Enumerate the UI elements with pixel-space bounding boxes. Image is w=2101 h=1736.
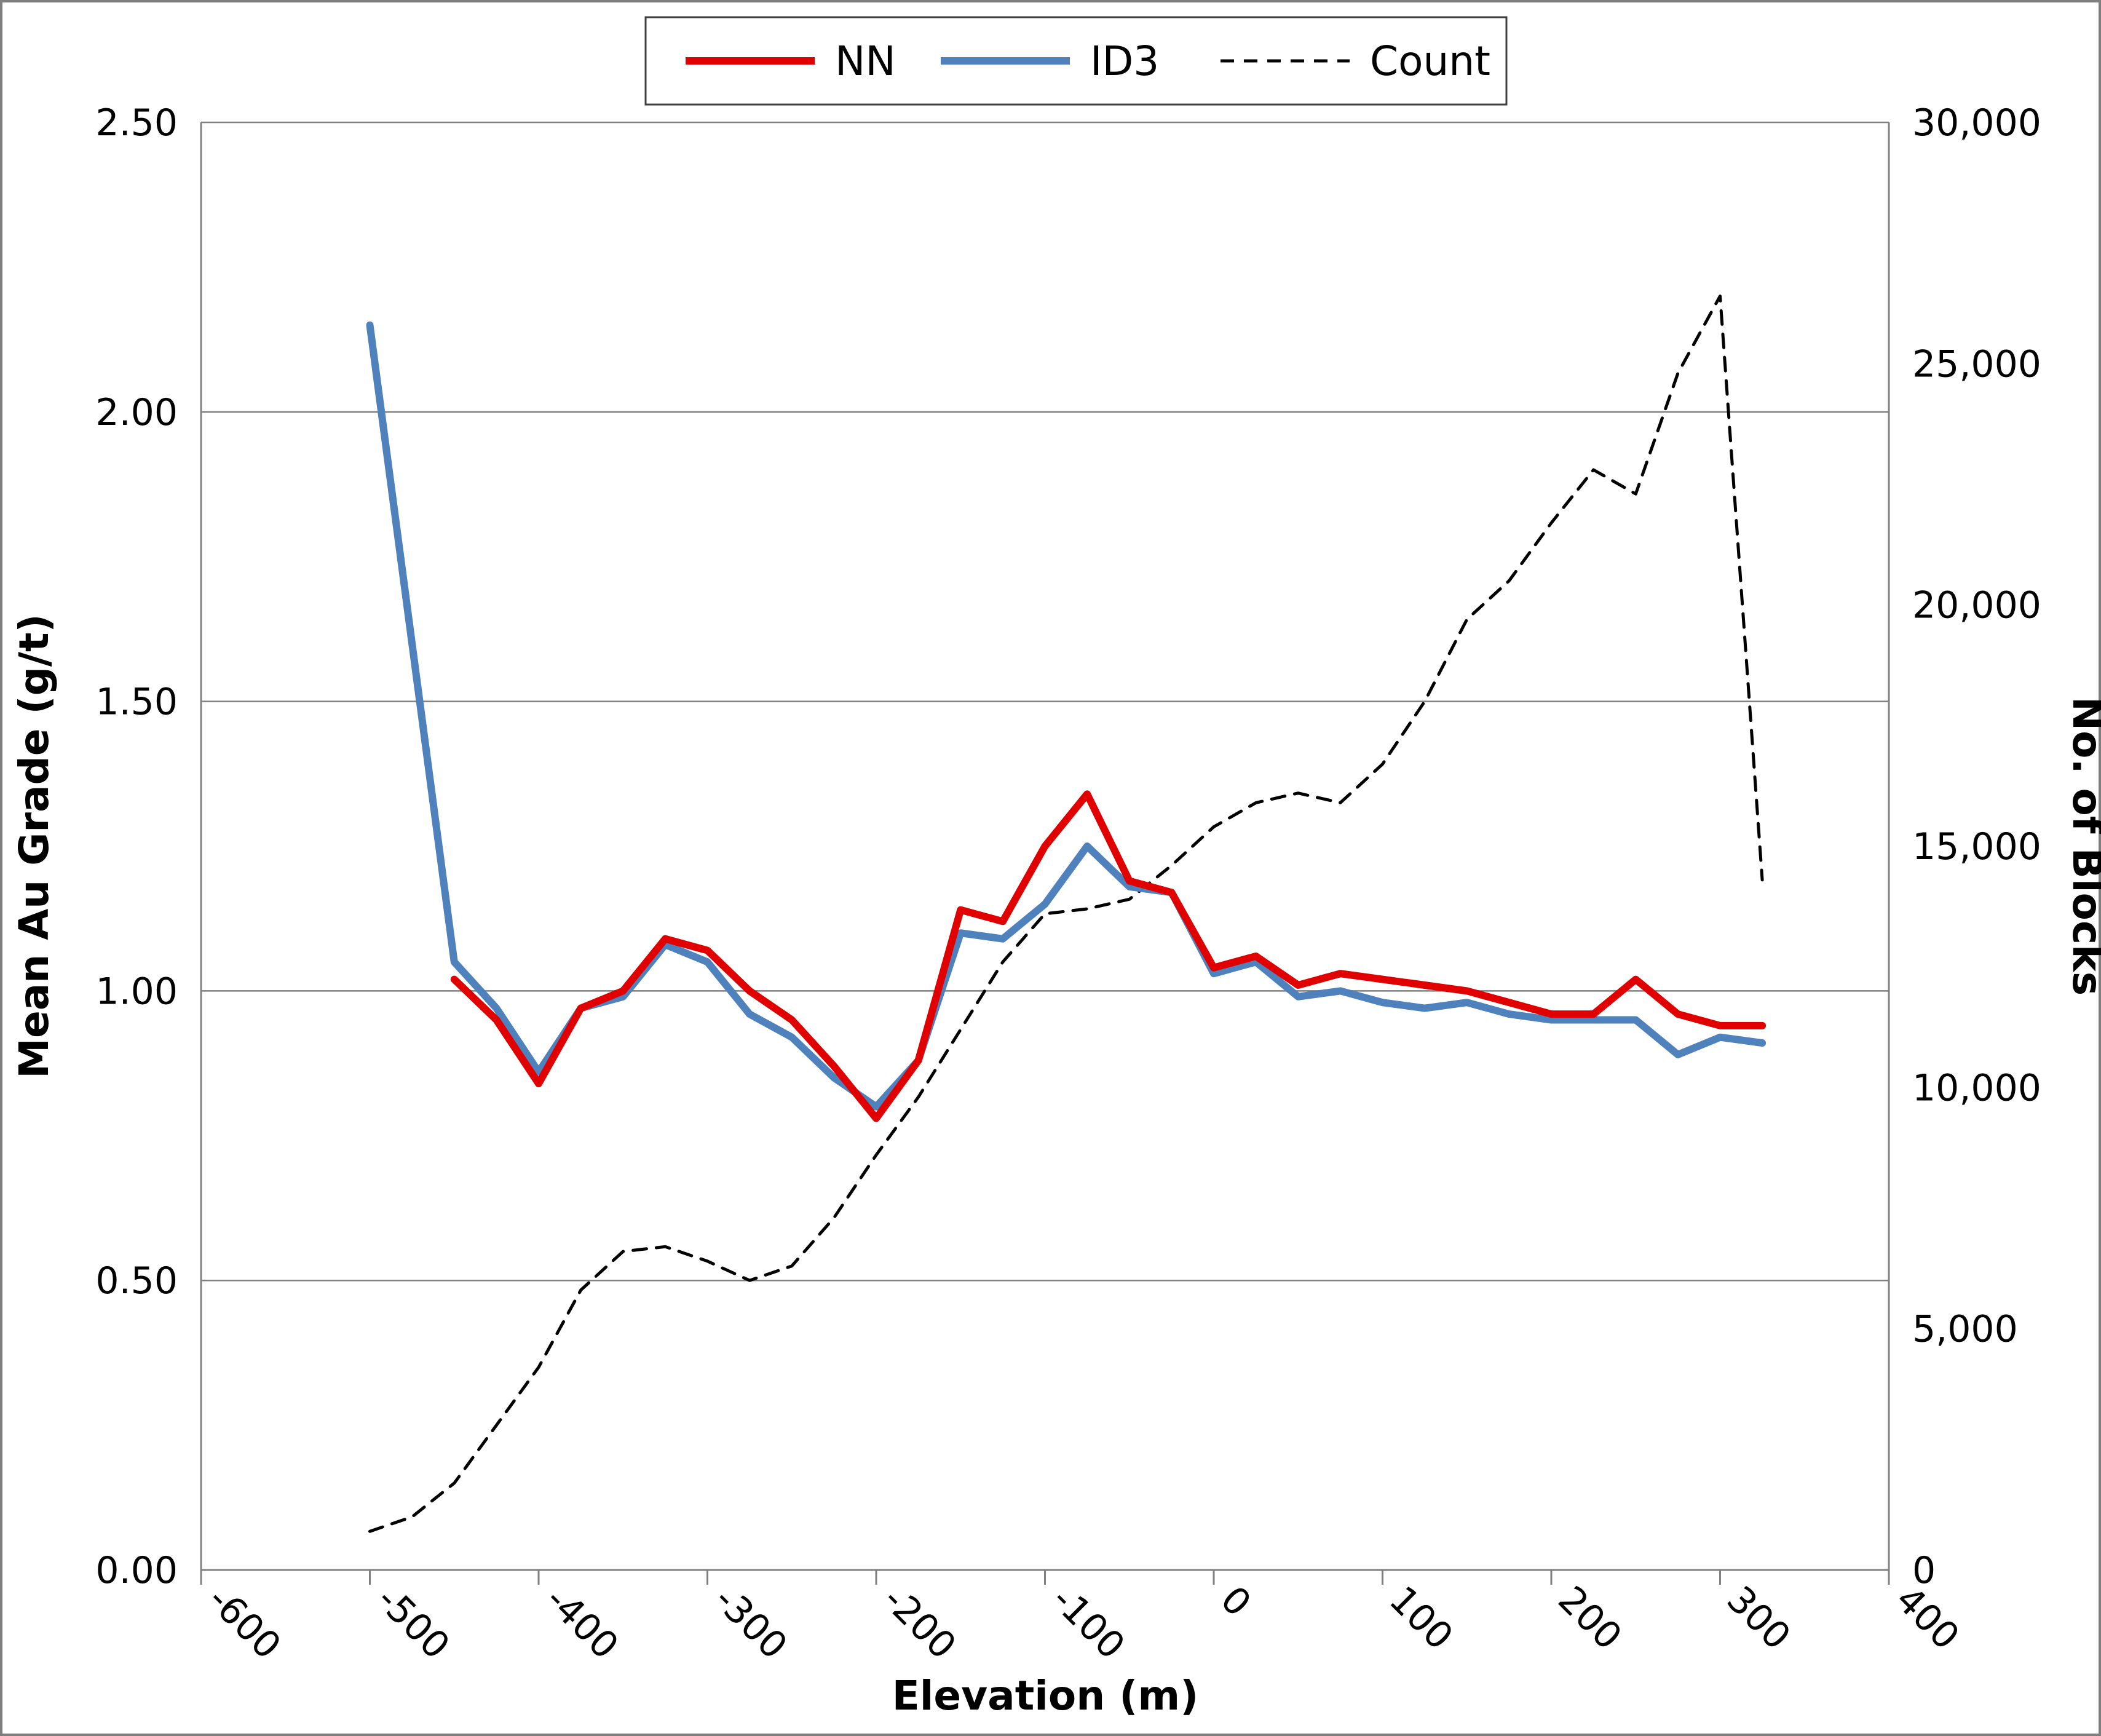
legend-label-nn: NN — [835, 38, 896, 85]
legend-label-count: Count — [1370, 38, 1490, 85]
y-tick-label-right: 0 — [1912, 1549, 1936, 1592]
y-tick-label-right: 10,000 — [1912, 1066, 2041, 1109]
series-line-nn — [450, 790, 1767, 1122]
y-axis-right-title: No. of Blocks — [2063, 697, 2101, 996]
series — [366, 295, 1767, 1533]
x-axis-title: Elevation (m) — [892, 1672, 1199, 1719]
y-tick-label-left: 0.50 — [95, 1259, 178, 1302]
y-tick-label-right: 30,000 — [1912, 101, 2041, 145]
y-tick-label-right: 20,000 — [1912, 584, 2041, 627]
y-tick-label-right: 15,000 — [1912, 825, 2041, 868]
y-axis-left-title: Mean Au Grade (g/t) — [10, 614, 58, 1078]
legend-label-id3: ID3 — [1090, 38, 1159, 85]
y-tick-label-left: 2.00 — [95, 391, 178, 434]
axes — [200, 122, 1890, 1585]
series-line-count — [368, 295, 1764, 1533]
y-tick-label-right: 5,000 — [1912, 1308, 2018, 1351]
y-tick-label-left: 1.50 — [95, 681, 178, 724]
y-tick-label-left: 2.50 — [95, 101, 178, 145]
y-tick-label-right: 25,000 — [1912, 343, 2041, 386]
y-tick-label-left: 0.00 — [95, 1549, 178, 1592]
y-tick-label-left: 1.00 — [95, 970, 178, 1013]
legend: NN ID3 Count — [644, 16, 1508, 106]
